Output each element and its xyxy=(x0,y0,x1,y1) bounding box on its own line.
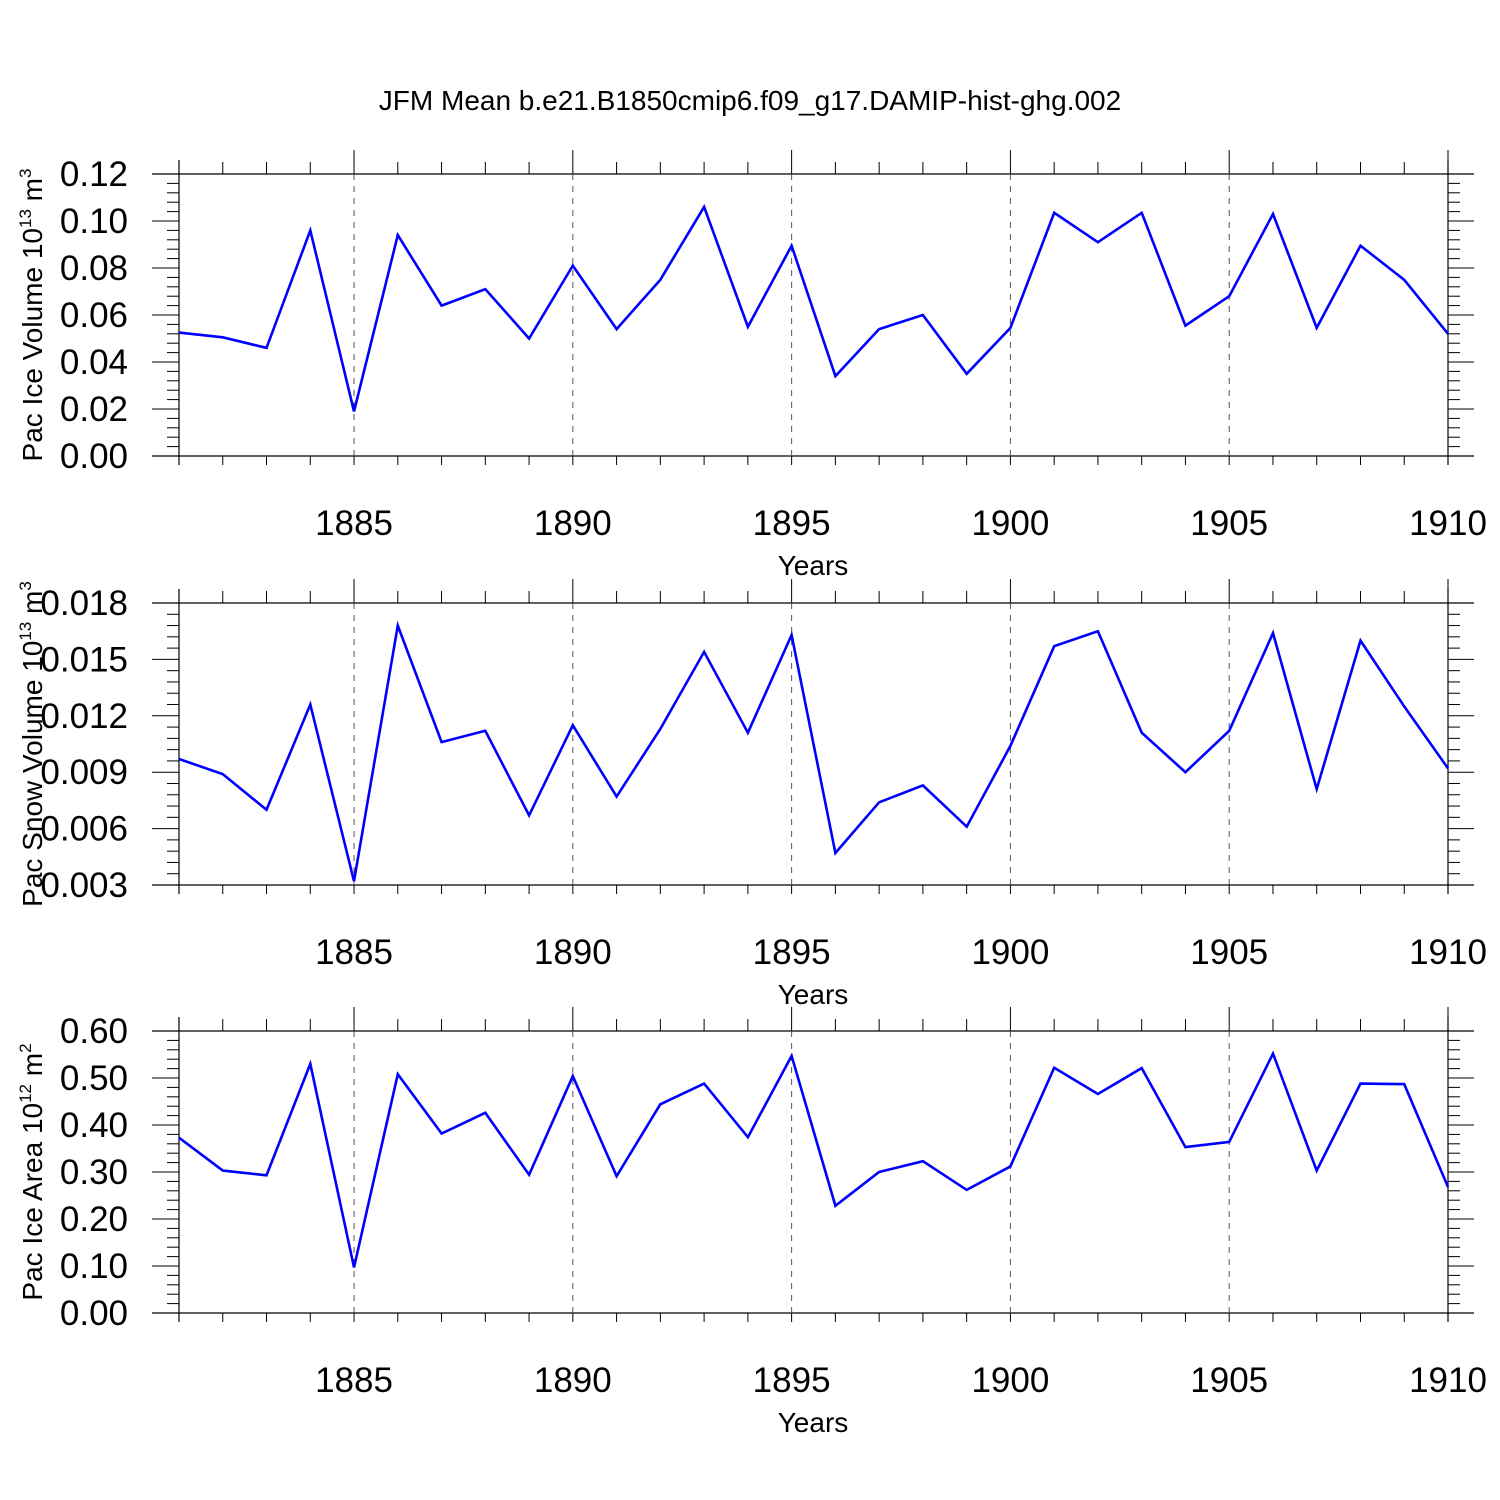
y-tick-label: 0.20 xyxy=(60,1200,128,1239)
y-tick-label: 0.30 xyxy=(60,1153,128,1192)
x-tick-label: 1890 xyxy=(534,1361,612,1400)
x-axis-label: Years xyxy=(778,1407,849,1438)
y-tick-label: 0.015 xyxy=(40,640,128,679)
x-tick-label: 1900 xyxy=(971,504,1049,543)
y-tick-label: 0.40 xyxy=(60,1106,128,1145)
x-tick-label: 1910 xyxy=(1409,504,1487,543)
x-tick-label: 1895 xyxy=(753,1361,831,1400)
x-tick-label: 1905 xyxy=(1190,1361,1268,1400)
y-tick-label: 0.04 xyxy=(60,343,128,382)
y-tick-label: 0.009 xyxy=(40,753,128,792)
y-axis-label: Pac Ice Volume 1013 m3 xyxy=(16,169,48,462)
x-tick-label: 1885 xyxy=(315,1361,393,1400)
y-tick-label: 0.00 xyxy=(60,437,128,476)
y-tick-label: 0.12 xyxy=(60,155,128,194)
panel-ice-area: 1885 1890 1895 1900 1905 1910 Years 0.00 0.10 0.2… xyxy=(16,1007,1487,1438)
x-axis-label: Years xyxy=(778,979,849,1010)
x-tick-label: 1890 xyxy=(534,933,612,972)
y-tick-label: 0.06 xyxy=(60,296,128,335)
x-tick-label: 1910 xyxy=(1409,1361,1487,1400)
y-tick-label: 0.006 xyxy=(40,810,128,849)
y-tick-label: 0.10 xyxy=(60,1247,128,1286)
x-tick-label: 1900 xyxy=(971,933,1049,972)
x-tick-label: 1885 xyxy=(315,933,393,972)
series-line-snow-volume xyxy=(178,620,1450,882)
y-tick-label: 0.00 xyxy=(60,1294,128,1333)
x-tick-label: 1895 xyxy=(753,504,831,543)
y-axis-label: Pac Snow Volume 1013 m3 xyxy=(16,581,48,907)
y-tick-label: 0.018 xyxy=(40,584,128,623)
x-axis-label: Years xyxy=(778,550,849,581)
x-tick-label: 1905 xyxy=(1190,504,1268,543)
y-tick-label: 0.003 xyxy=(40,866,128,905)
x-tick-label: 1910 xyxy=(1409,933,1487,972)
series-line-ice-area xyxy=(178,1050,1450,1268)
series-line-ice-volume xyxy=(178,203,1450,412)
y-tick-label: 0.60 xyxy=(60,1012,128,1051)
y-tick-label: 0.012 xyxy=(40,697,128,736)
y-tick-label: 0.08 xyxy=(60,249,128,288)
y-tick-label: 0.02 xyxy=(60,390,128,429)
y-axis-label: Pac Ice Area 1012 m2 xyxy=(16,1043,48,1300)
x-tick-label: 1905 xyxy=(1190,933,1268,972)
panel-snow-volume: 1885 1890 1895 1900 1905 1910 Years 0.003 0.006 0… xyxy=(16,579,1487,1010)
figure-title: JFM Mean b.e21.B1850cmip6.f09_g17.DAMIP-… xyxy=(379,85,1121,116)
y-tick-label: 0.50 xyxy=(60,1059,128,1098)
x-tick-label: 1885 xyxy=(315,504,393,543)
x-tick-label: 1890 xyxy=(534,504,612,543)
panel-ice-volume: 1885 1890 1895 1900 1905 1910 Years 0.00 0.02 0.0… xyxy=(16,150,1487,581)
x-tick-label: 1900 xyxy=(971,1361,1049,1400)
panels: 1885 1890 1895 1900 1905 1910 Years 0.00 0.02 0.0… xyxy=(16,150,1487,1438)
y-tick-label: 0.10 xyxy=(60,202,128,241)
x-tick-label: 1895 xyxy=(753,933,831,972)
